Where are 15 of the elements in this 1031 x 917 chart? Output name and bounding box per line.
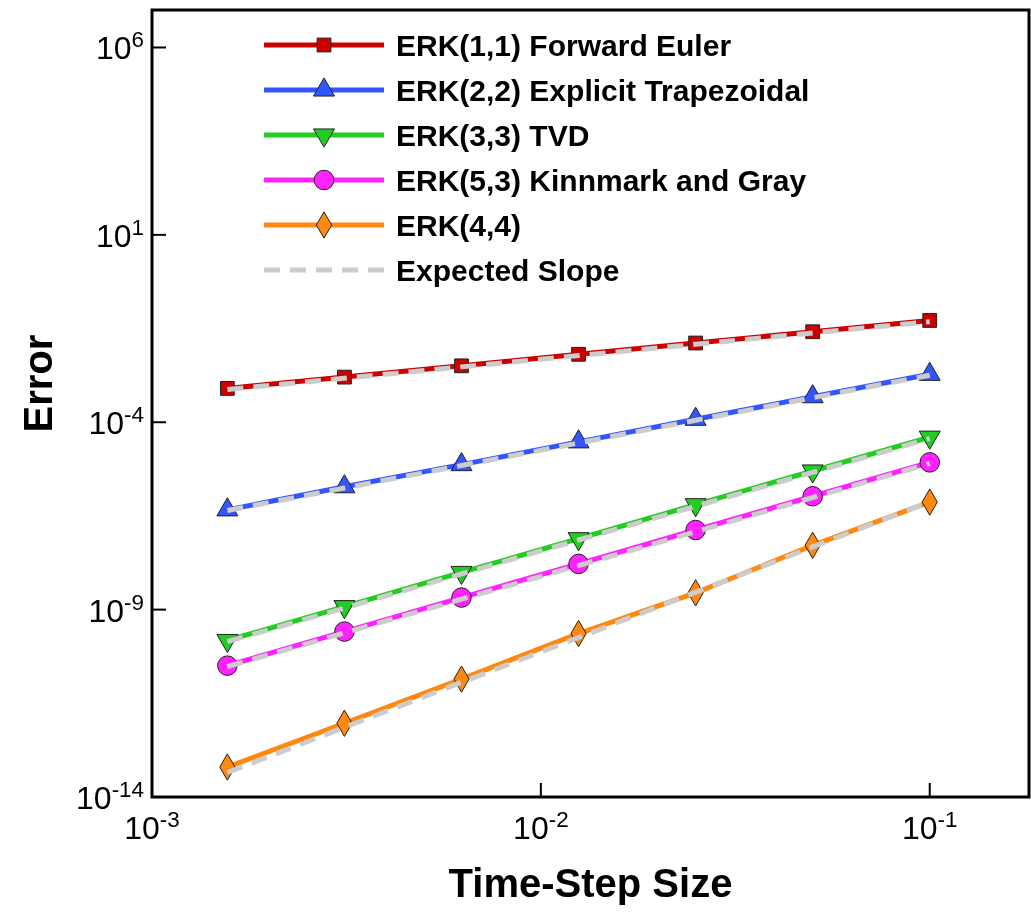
y-tick-label: 10$^{6}$ [95, 26, 144, 67]
legend-label: ERK(2,2) Explicit Trapezoidal [396, 74, 810, 107]
x-tick-label: 10$^{-2}$ [513, 806, 569, 846]
x-tick-label: 10$^{-1}$ [901, 806, 958, 846]
point [919, 452, 941, 473]
legend-label: Expected Slope [396, 254, 620, 287]
legend-label: ERK(1,1) Forward Euler [396, 29, 732, 62]
legend-label: ERK(5,3) Kinnmark and Gray [396, 164, 807, 197]
y-tick-label: 10$^{-4}$ [88, 401, 144, 442]
legend-label: ERK(4,4) [396, 209, 522, 242]
y-tick-label: 10$^{1}$ [95, 214, 144, 254]
legend-label: ERK(3,3) TVD [396, 119, 590, 152]
y-axis-title: Error [16, 334, 60, 433]
x-axis-title: Time-Step Size [448, 861, 733, 905]
y-tick-label: 10$^{-9}$ [88, 589, 144, 629]
